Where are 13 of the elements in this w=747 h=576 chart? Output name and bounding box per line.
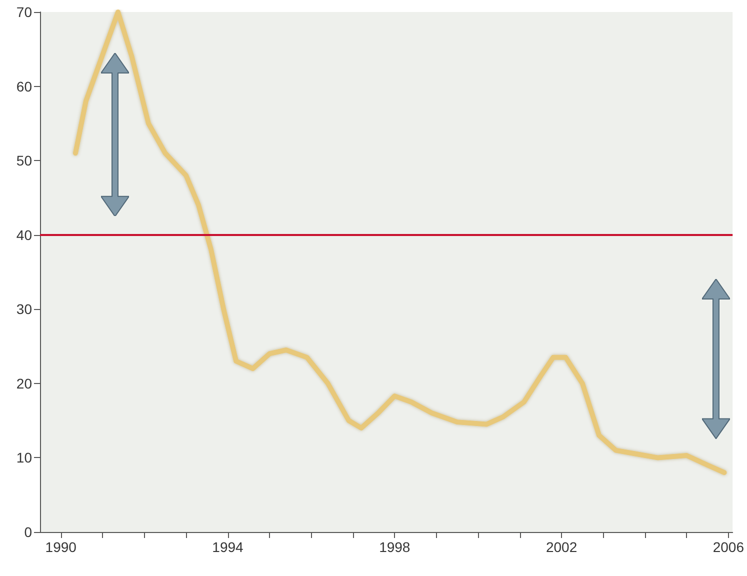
y-tick-label: 20	[16, 375, 32, 392]
x-tick-label: 2006	[712, 539, 744, 555]
y-tick-label: 0	[24, 524, 32, 540]
y-tick-label: 60	[16, 78, 32, 94]
x-tick-label: 1994	[212, 539, 244, 555]
y-tick-label: 30	[16, 301, 32, 318]
x-tick-label: 2002	[546, 539, 578, 555]
y-tick-label: 40	[16, 226, 32, 243]
y-tick-label: 50	[16, 152, 32, 169]
x-tick-label: 1990	[45, 539, 77, 555]
y-tick-label: 10	[16, 450, 32, 466]
y-tick-label: 70	[16, 4, 32, 20]
x-tick-label: 1998	[379, 539, 410, 555]
